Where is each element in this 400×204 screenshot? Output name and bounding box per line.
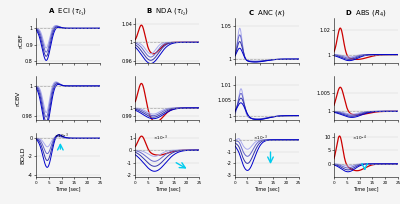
Text: $\times 10^{-3}$: $\times 10^{-3}$	[54, 132, 69, 141]
Y-axis label: BOLD: BOLD	[21, 146, 26, 164]
X-axis label: Time [sec]: Time [sec]	[55, 186, 81, 191]
X-axis label: Time [sec]: Time [sec]	[154, 186, 180, 191]
Y-axis label: rCBV: rCBV	[15, 90, 20, 105]
X-axis label: Time [sec]: Time [sec]	[254, 186, 280, 191]
Title: $\bf{B}$  NDA ($\tau_{\ell_2}$): $\bf{B}$ NDA ($\tau_{\ell_2}$)	[146, 7, 189, 18]
Text: $\times 10^{-3}$: $\times 10^{-3}$	[153, 134, 168, 143]
Text: $\times 10^{-4}$: $\times 10^{-4}$	[352, 134, 367, 143]
Y-axis label: rCBF: rCBF	[18, 33, 23, 48]
X-axis label: Time [sec]: Time [sec]	[353, 186, 379, 191]
Title: $\bf{D}$  ABS ($R_4$): $\bf{D}$ ABS ($R_4$)	[345, 8, 387, 18]
Text: $\times 10^{-3}$: $\times 10^{-3}$	[252, 134, 267, 143]
Title: $\bf{A}$  ECI ($\tau_{\ell_1}$): $\bf{A}$ ECI ($\tau_{\ell_1}$)	[48, 7, 88, 18]
Title: $\bf{C}$  ANC ($\kappa$): $\bf{C}$ ANC ($\kappa$)	[248, 8, 286, 18]
